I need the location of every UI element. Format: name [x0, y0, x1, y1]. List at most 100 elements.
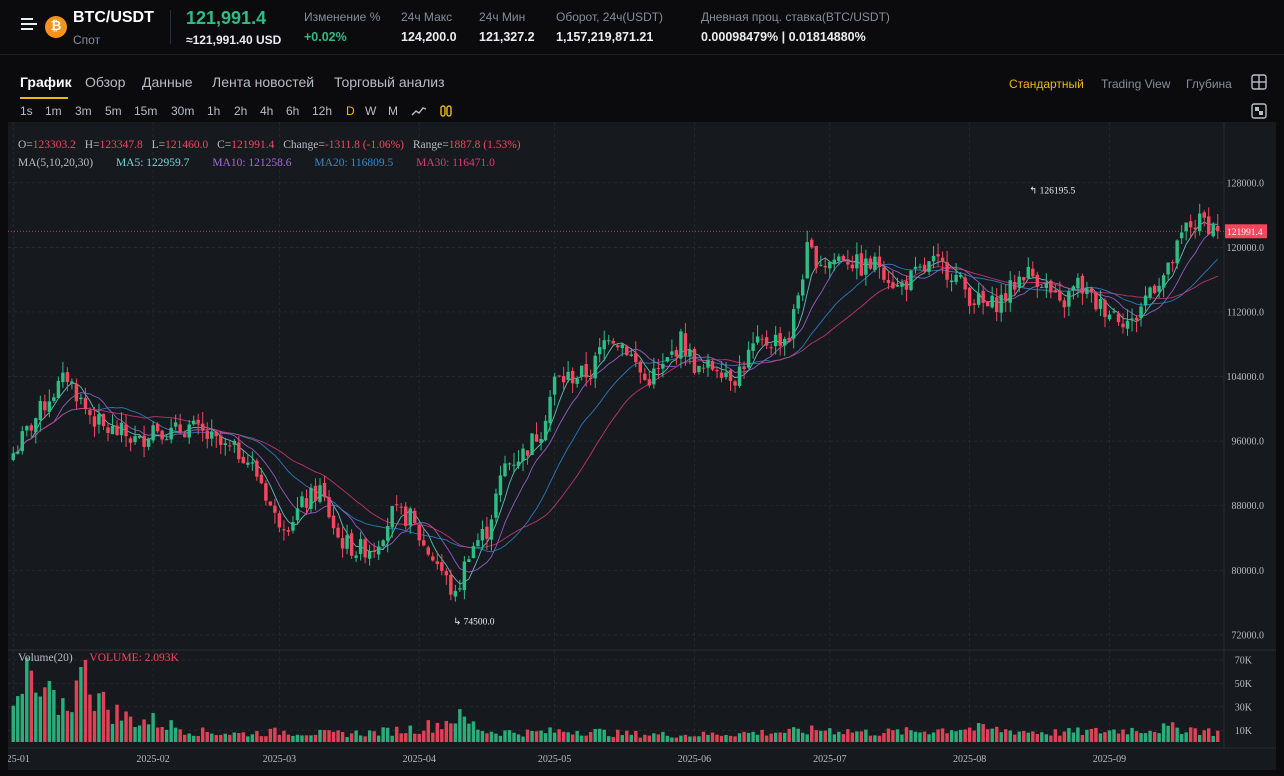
candle-body — [665, 357, 670, 362]
chart-canvas[interactable]: 128000.0 120000.0 112000.0 104000.0 96000.0 8… — [8, 122, 1276, 770]
volume-bar — [160, 726, 164, 742]
volume-bar — [137, 725, 142, 742]
volume-bar — [201, 727, 205, 742]
volume-bar — [494, 733, 498, 742]
tab-chart[interactable]: График — [20, 74, 72, 90]
timeframe-2h[interactable]: 2h — [234, 104, 248, 118]
volume-bar — [737, 733, 742, 742]
volume-bar — [164, 729, 169, 742]
candle-body — [160, 430, 164, 440]
timeframe-15m[interactable]: 15m — [134, 104, 158, 118]
tab-overview[interactable]: Обзор — [85, 74, 126, 90]
candle-body — [904, 281, 909, 290]
volume-bar — [913, 731, 918, 742]
volume-bar — [1044, 734, 1049, 742]
volume-bar — [791, 727, 796, 742]
candle-body — [467, 559, 471, 562]
candle-body — [1184, 222, 1188, 232]
volume-bar — [476, 729, 480, 742]
volume-bar — [882, 732, 886, 742]
volume-bar — [70, 712, 74, 742]
timeframe-4h[interactable]: 4h — [260, 104, 274, 118]
volume-bar — [52, 690, 56, 742]
timeframe-1h[interactable]: 1h — [207, 104, 221, 118]
y-axis-label: 112000.0 — [1227, 307, 1264, 318]
volume-bar — [228, 734, 232, 742]
view-standard[interactable]: Стандартный — [1009, 77, 1084, 91]
hamburger-menu-icon[interactable] — [21, 18, 37, 32]
stat-daily-rate: Дневная проц. ставка(BTC/USDT) 0.0009847… — [701, 10, 890, 44]
candle-body — [1139, 306, 1143, 319]
candle-body — [1143, 295, 1148, 306]
volume-bar — [778, 732, 782, 742]
candle-body — [855, 254, 859, 269]
view-trading-view[interactable]: Trading View — [1101, 77, 1171, 91]
volume-bar — [232, 732, 237, 742]
timeframe-1s[interactable]: 1s — [20, 104, 33, 118]
volume-bar — [210, 733, 214, 742]
candle-body — [327, 497, 331, 518]
volume-bar — [1040, 732, 1044, 742]
candle-body — [990, 295, 994, 308]
candle-body — [638, 361, 643, 373]
candle-body — [715, 370, 719, 372]
volume-bar — [521, 736, 525, 742]
tab-news-feed[interactable]: Лента новостей — [212, 74, 315, 90]
candle-body — [354, 555, 358, 558]
view-depth[interactable]: Глубина — [1186, 77, 1232, 91]
candle-body — [742, 366, 746, 369]
tab-trading-analysis[interactable]: Торговый анализ — [334, 74, 445, 90]
volume-bar — [1071, 732, 1076, 742]
volume-bar — [458, 709, 462, 742]
candle-body — [1197, 213, 1202, 232]
candle-body — [345, 535, 349, 549]
candle-body — [426, 547, 430, 555]
ma20-line — [13, 258, 1219, 553]
volume-bar — [431, 732, 435, 742]
y-axis-label: 128000.0 — [1227, 178, 1265, 189]
timeframe-d[interactable]: D — [346, 104, 355, 118]
timeframe-30m[interactable]: 30m — [171, 104, 195, 118]
volume-bar — [241, 732, 246, 742]
tab-data[interactable]: Данные — [142, 74, 193, 90]
candle-body — [832, 259, 837, 263]
volume-bar — [282, 730, 286, 742]
volume-bar — [259, 736, 264, 742]
volume-bar — [1161, 723, 1166, 742]
timeframe-12h[interactable]: 12h — [312, 104, 333, 118]
trading-pair-title[interactable]: BTC/USDT — [73, 9, 154, 26]
timeframe-6h[interactable]: 6h — [286, 104, 300, 118]
volume-bar — [512, 732, 516, 742]
fullscreen-icon[interactable] — [1251, 103, 1267, 119]
ma5-line — [13, 221, 1218, 585]
timeframe-1m[interactable]: 1m — [45, 104, 62, 118]
volume-bar — [74, 680, 79, 742]
timeframe-5m[interactable]: 5m — [105, 104, 122, 118]
candle-body — [620, 344, 624, 348]
candle-body — [1017, 276, 1021, 288]
candle-body — [516, 461, 521, 467]
candle-body — [967, 287, 972, 306]
candlestick-chart[interactable]: 128000.0 120000.0 112000.0 104000.0 96000.0 8… — [8, 122, 1276, 770]
candle-body — [579, 365, 584, 377]
volume-bar — [385, 727, 390, 742]
stat-24h-low-value: 121,327.2 — [479, 30, 535, 44]
timeframe-3m[interactable]: 3m — [75, 104, 92, 118]
candle-body — [963, 277, 967, 290]
volume-bar — [1089, 728, 1094, 742]
candle-body — [1080, 275, 1085, 294]
line-chart-icon[interactable] — [411, 105, 427, 117]
grid-layout-icon[interactable] — [1251, 74, 1267, 90]
indicators-icon[interactable] — [439, 104, 453, 118]
ma-label: MA(5,10,20,30) — [18, 157, 94, 169]
bitcoin-icon: ₿ — [45, 16, 67, 38]
volume-bar — [661, 731, 665, 742]
timeframe-w[interactable]: W — [365, 104, 377, 118]
volume-bar — [674, 737, 679, 742]
candle-body — [385, 525, 390, 541]
timeframe-m[interactable]: M — [388, 104, 398, 118]
candle-body — [1008, 280, 1012, 303]
volume-bar — [1076, 727, 1080, 742]
volume-bar — [367, 730, 372, 742]
candle-body — [503, 463, 507, 477]
